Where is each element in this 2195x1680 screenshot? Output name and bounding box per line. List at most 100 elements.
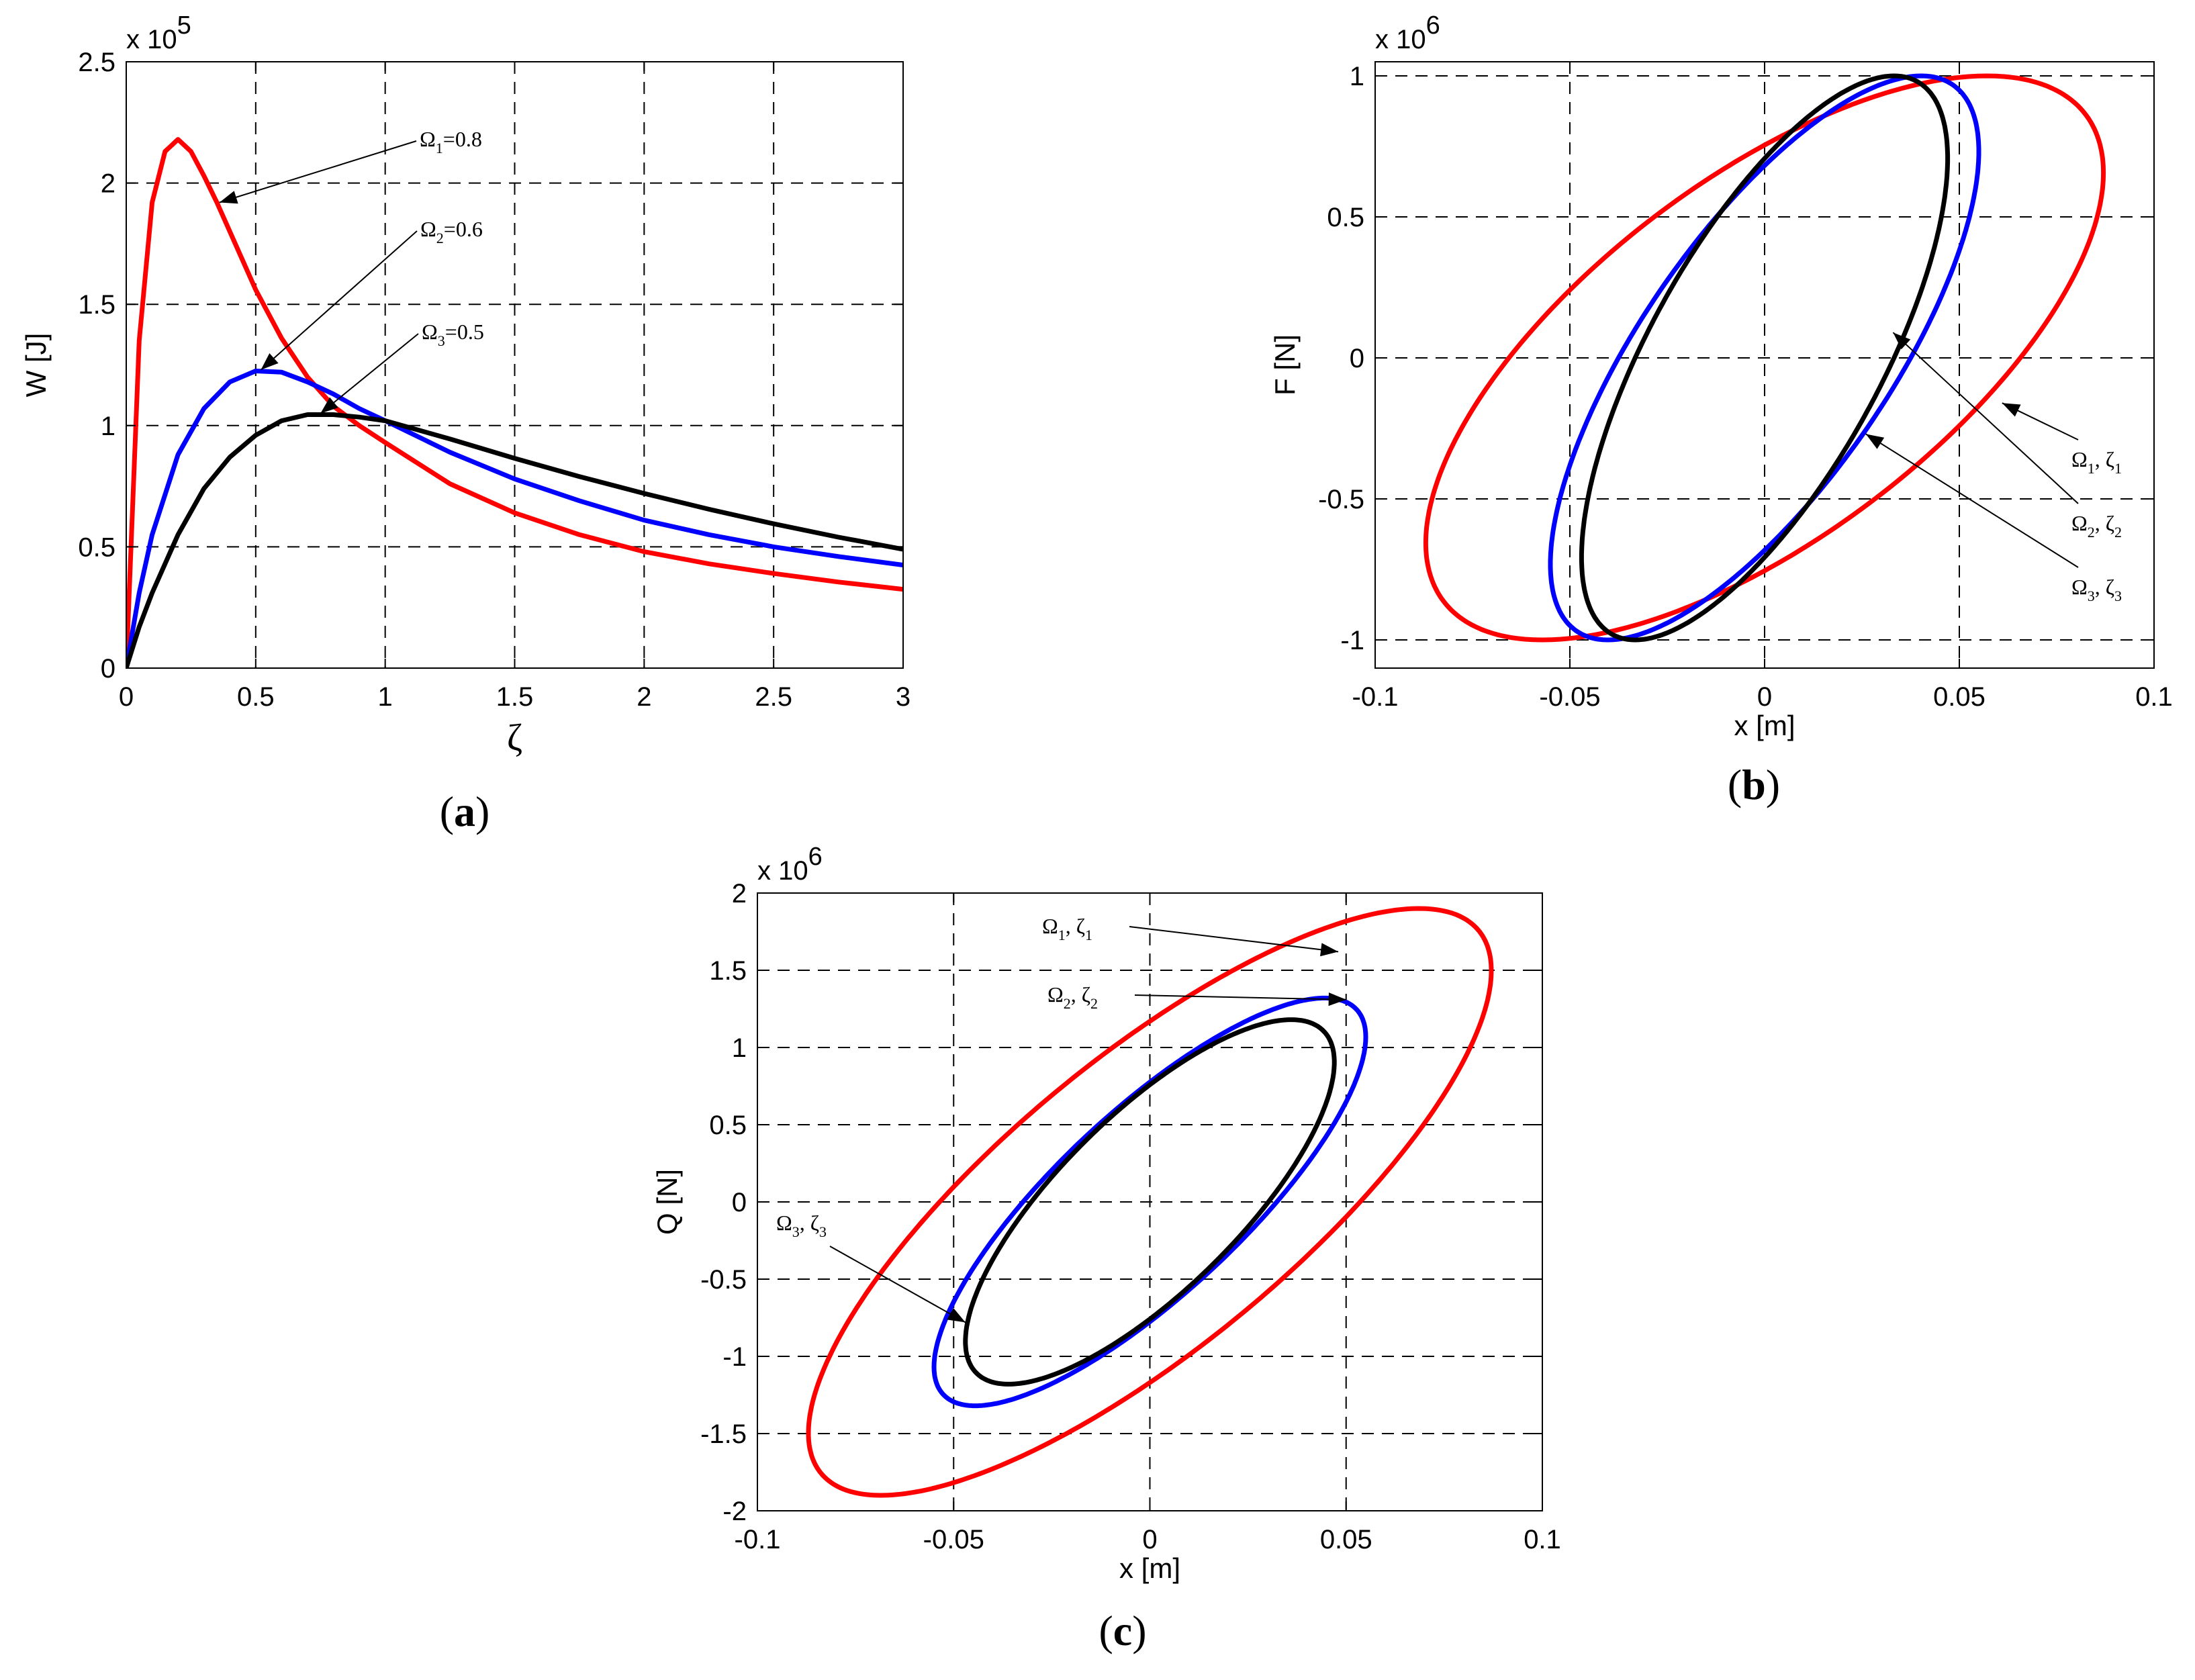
series-line-2	[126, 369, 903, 668]
y-tick-label: 0.5	[78, 532, 115, 562]
annotation-arrow	[219, 140, 417, 203]
annotation-2: Ω2, ζ2	[1892, 332, 2122, 541]
panel-label: (a)	[440, 788, 490, 835]
arrow-head	[320, 397, 338, 414]
axis-exponent: x 106	[1375, 11, 1440, 54]
annotation-label: Ω2=0.6	[420, 217, 483, 246]
x-tick-label: -0.05	[1539, 682, 1600, 712]
series-line-3	[126, 412, 903, 668]
series-group	[126, 137, 903, 668]
y-tick-label: 1	[1350, 62, 1364, 91]
annotation-3: Ω3, ζ3	[1865, 433, 2122, 604]
arrow-head	[1893, 332, 1911, 350]
grid	[1375, 62, 2154, 668]
annotation-label: Ω1, ζ1	[2071, 447, 2122, 477]
annotation-arrow	[320, 333, 419, 414]
annotation-1: Ω1, ζ1	[2002, 402, 2122, 477]
y-tick-label: 1	[101, 412, 115, 441]
y-tick-label: 2	[732, 879, 747, 908]
y-tick-label: 1.5	[78, 290, 115, 320]
x-tick-label: 2.5	[755, 682, 792, 712]
series-group	[1423, 73, 2106, 643]
y-tick-label: 2	[101, 169, 115, 199]
annotation-arrow	[829, 1246, 966, 1323]
chart-panel-a: 0 0.5 1 1.5 2 2.5 3 0 0.5 1 1.5 2 2.5 x 105 ζ W [J] (a) Ω…	[20, 11, 910, 835]
y-tick-label: 0.5	[1327, 203, 1364, 232]
x-tick-label: 0.05	[1933, 682, 1986, 712]
y-axis-label: F [N]	[1269, 334, 1301, 395]
axis-exponent: x 106	[757, 843, 823, 886]
series-group	[806, 906, 1494, 1498]
series-line-3	[963, 1017, 1337, 1387]
annotation-2: Ω2=0.6	[260, 217, 483, 371]
y-tick-label: -1	[722, 1342, 747, 1372]
x-tick-label: 0.1	[1524, 1525, 1561, 1554]
x-tick-label: 0	[1757, 682, 1772, 712]
grid	[126, 62, 903, 668]
series-line-1	[1423, 73, 2106, 643]
panel-label: (b)	[1728, 761, 1780, 808]
x-axis-label: x [m]	[1119, 1552, 1180, 1584]
series-line-3	[1579, 73, 1951, 643]
annotation-label: Ω3=0.5	[422, 320, 484, 349]
x-axis-label: ζ	[507, 717, 522, 759]
annotation-arrow	[1865, 433, 2079, 568]
y-tick-label: -0.5	[1318, 485, 1364, 514]
x-axis-label: x [m]	[1734, 710, 1795, 741]
arrow-head	[1320, 943, 1339, 957]
x-tick-label: 0.05	[1320, 1525, 1372, 1554]
y-tick-label: -2	[722, 1497, 747, 1526]
y-axis-label: W [J]	[20, 333, 52, 398]
series-line-1	[806, 906, 1494, 1498]
annotation-label: Ω3, ζ3	[2071, 575, 2122, 604]
annotation-label: Ω3, ζ3	[776, 1211, 827, 1240]
axis-exponent: x 105	[126, 11, 191, 54]
x-tick-label: 1.5	[496, 682, 534, 712]
panel-label: (c)	[1099, 1607, 1146, 1654]
y-tick-label: -1.5	[700, 1419, 747, 1449]
arrow-head	[947, 1307, 966, 1323]
series-line-2	[931, 995, 1368, 1409]
annotation-1: Ω1=0.8	[219, 127, 482, 204]
y-tick-label: 0	[732, 1188, 747, 1217]
grid	[757, 893, 1542, 1511]
x-tick-label: 2	[637, 682, 651, 712]
y-tick-label: 0	[1350, 344, 1364, 373]
y-tick-label: 1.5	[709, 956, 747, 986]
x-tick-label: 3	[896, 682, 910, 712]
y-tick-label: 2.5	[78, 48, 115, 77]
annotation-label: Ω2, ζ2	[2071, 511, 2122, 541]
annotation-arrow	[1134, 994, 1346, 1000]
annotation-2: Ω2, ζ2	[1047, 982, 1346, 1012]
chart-panel-b: -0.1 -0.05 0 0.05 0.1 -1 -0.5 0 0.5 1 x 106 x [m] F …	[1269, 11, 2173, 808]
arrow-head	[1865, 434, 1885, 449]
series-line-1	[126, 137, 903, 668]
annotation-label: Ω2, ζ2	[1047, 982, 1098, 1012]
annotation-arrow	[1892, 332, 2079, 504]
arrow-head	[1328, 992, 1346, 1007]
arrow-head	[2002, 403, 2021, 417]
x-tick-label: -0.1	[1352, 682, 1399, 712]
annotation-3: Ω3=0.5	[320, 320, 484, 414]
annotation-1: Ω1, ζ1	[1042, 914, 1339, 957]
arrow-head	[219, 191, 238, 204]
y-tick-label: -0.5	[700, 1265, 747, 1295]
y-tick-label: 1	[732, 1033, 747, 1063]
y-axis-label: Q [N]	[651, 1169, 683, 1235]
x-tick-label: 0	[1142, 1525, 1157, 1554]
annotation-3: Ω3, ζ3	[776, 1211, 966, 1323]
annotation-arrow	[260, 230, 418, 371]
x-tick-label: -0.05	[923, 1525, 984, 1554]
series-line-2	[1548, 73, 1981, 643]
x-tick-label: 1	[378, 682, 393, 712]
y-tick-label: 0.5	[709, 1111, 747, 1140]
annotation-label: Ω1=0.8	[420, 127, 482, 156]
arrow-head	[261, 353, 279, 370]
annotation-label: Ω1, ζ1	[1042, 914, 1092, 943]
y-tick-label: -1	[1340, 626, 1364, 655]
x-tick-label: 0	[119, 682, 134, 712]
x-tick-label: -0.1	[735, 1525, 781, 1554]
y-tick-label: 0	[101, 654, 115, 684]
x-tick-label: 0.5	[237, 682, 275, 712]
